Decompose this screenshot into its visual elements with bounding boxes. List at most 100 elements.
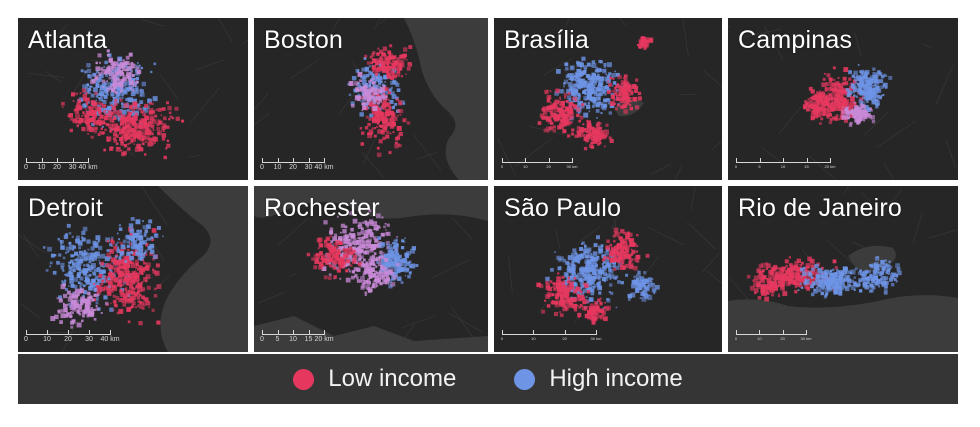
map-income-tract	[329, 227, 334, 231]
map-income-tract	[97, 133, 101, 137]
map-income-tract	[396, 57, 400, 61]
map-income-tract	[109, 101, 113, 105]
map-income-tract	[382, 119, 387, 124]
map-income-tract	[45, 269, 49, 272]
map-income-tract	[379, 49, 384, 54]
map-income-tract	[370, 267, 376, 272]
map-income-tract	[318, 261, 324, 267]
map-income-tract	[117, 58, 121, 62]
map-income-tract	[321, 264, 325, 267]
map-income-tract	[56, 260, 60, 265]
map-road	[922, 43, 931, 48]
map-income-tract	[629, 242, 635, 247]
map-income-tract	[83, 249, 86, 252]
map-income-tract	[396, 88, 401, 92]
map-income-tract	[370, 88, 374, 92]
map-income-tract	[100, 95, 103, 98]
map-income-tract	[390, 272, 395, 276]
map-income-tract	[620, 236, 623, 240]
map-income-tract	[594, 306, 600, 311]
map-income-tract	[561, 298, 564, 301]
map-income-tract	[863, 115, 868, 120]
map-income-tract	[101, 275, 106, 280]
map-income-tract	[565, 67, 569, 71]
map-income-tract	[578, 111, 581, 114]
map-income-tract	[80, 296, 86, 302]
map-income-tract	[84, 70, 88, 74]
map-income-tract	[364, 294, 367, 297]
map-income-tract	[129, 133, 133, 137]
map-income-tract	[387, 121, 390, 125]
map-income-tract	[116, 81, 121, 87]
map-income-tract	[583, 112, 589, 118]
map-income-tract	[608, 283, 613, 287]
map-income-tract	[364, 97, 369, 102]
map-income-tract	[134, 112, 138, 116]
map-income-tract	[356, 239, 359, 243]
map-income-tract	[601, 310, 606, 316]
map-income-tract	[81, 114, 84, 117]
map-income-tract	[544, 89, 549, 95]
map-income-tract	[384, 258, 389, 262]
map-income-tract	[109, 288, 114, 293]
map-income-tract	[119, 81, 124, 86]
map-income-tract	[140, 111, 142, 114]
map-income-tract	[850, 108, 856, 114]
map-income-tract	[589, 307, 592, 310]
map-income-tract	[130, 273, 135, 278]
map-income-tract	[326, 238, 329, 240]
map-income-tract	[576, 83, 581, 88]
map-panel-campinas: Campinas 0 5 10 15 20 km	[728, 18, 958, 180]
map-income-tract	[596, 85, 601, 89]
map-income-tract	[104, 109, 107, 112]
map-income-tract	[583, 102, 587, 106]
map-income-tract	[371, 106, 374, 109]
map-income-tract	[134, 77, 137, 80]
map-income-tract	[132, 261, 135, 264]
map-income-tract	[596, 67, 602, 73]
map-road	[452, 217, 473, 240]
map-income-tract	[134, 125, 138, 130]
map-income-tract	[137, 300, 141, 304]
map-income-tract	[105, 74, 108, 77]
map-income-tract	[864, 90, 869, 96]
map-income-tract	[354, 95, 360, 101]
map-income-tract	[366, 239, 369, 242]
map-road	[470, 157, 488, 180]
map-income-tract	[90, 252, 96, 257]
map-income-tract	[603, 280, 606, 283]
map-income-tract	[93, 317, 97, 321]
map-income-tract	[118, 97, 122, 100]
map-income-tract	[357, 246, 362, 252]
map-income-tract	[385, 120, 388, 124]
scalebar-tick-label: 10	[43, 336, 51, 343]
map-income-tract	[574, 89, 578, 93]
map-income-tract	[575, 77, 580, 82]
map-income-tract	[393, 242, 399, 248]
map-income-tract	[365, 280, 369, 283]
map-income-tract	[368, 129, 374, 135]
map-income-tract	[591, 265, 596, 269]
map-income-tract	[119, 70, 123, 74]
scalebar-tick	[57, 158, 58, 163]
map-income-tract	[128, 114, 132, 118]
map-income-tract	[116, 282, 121, 287]
map-income-tract	[604, 301, 606, 304]
map-income-tract	[381, 105, 386, 109]
map-income-tract	[60, 101, 65, 106]
map-income-tract	[869, 85, 873, 89]
map-income-tract	[110, 69, 116, 74]
map-income-tract	[598, 248, 604, 254]
map-income-tract	[546, 126, 551, 132]
map-income-tract	[126, 75, 130, 79]
map-road	[542, 57, 573, 77]
map-income-tract	[76, 309, 80, 313]
map-income-tract	[102, 85, 105, 88]
map-income-tract	[136, 285, 139, 287]
map-income-tract	[615, 306, 618, 309]
map-income-tract	[161, 133, 167, 138]
map-income-tract	[106, 252, 111, 258]
map-income-tract	[620, 80, 626, 85]
map-income-tract	[872, 77, 875, 80]
map-income-tract	[622, 266, 627, 270]
